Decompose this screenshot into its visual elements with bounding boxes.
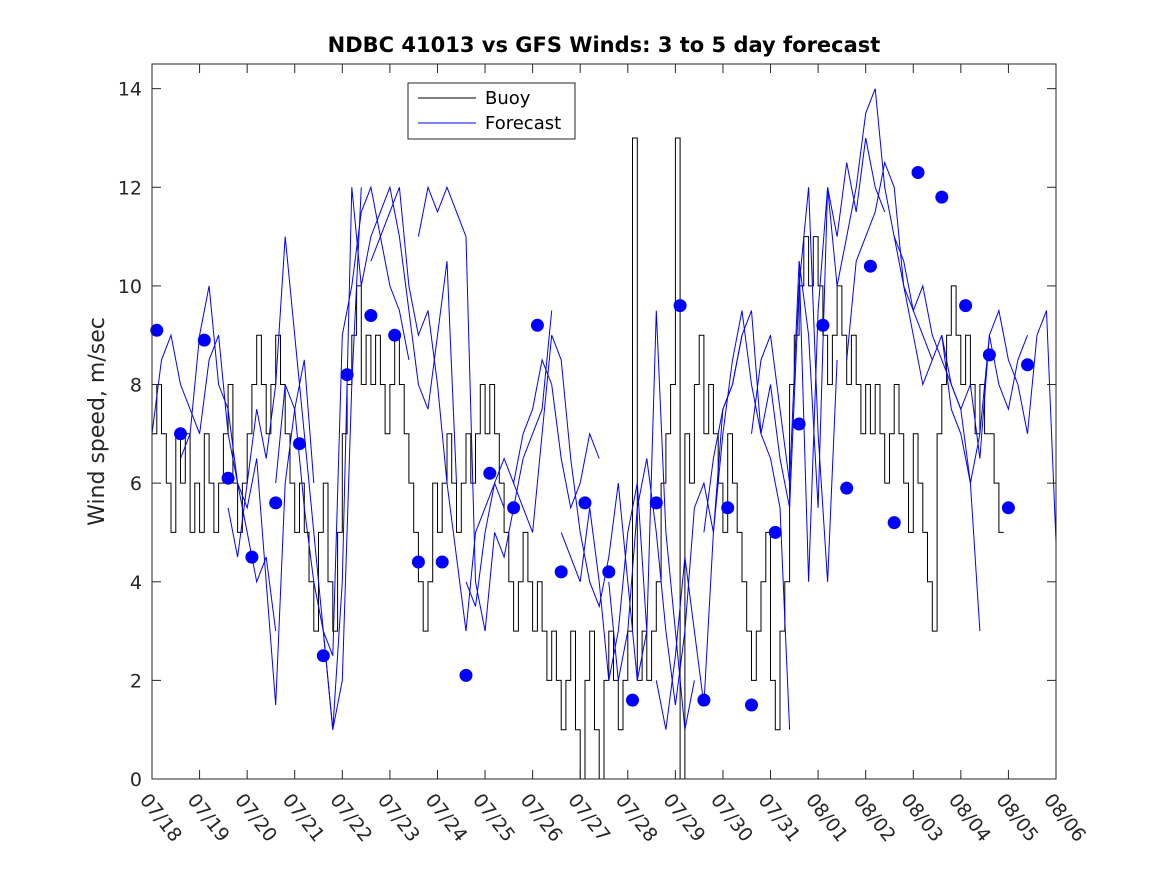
forecast-markers [150,166,1034,712]
forecast-run-16 [846,160,981,632]
plot-area [150,64,1057,780]
forecast-run-9 [513,335,648,681]
forecast-marker [316,649,330,663]
forecast-marker [935,190,949,204]
forecast-marker [221,471,235,485]
forecast-run-11 [608,335,743,706]
forecast-marker [721,501,735,515]
forecast-run-10 [560,310,695,730]
forecast-run-18 [941,308,1057,543]
buoy-line [152,137,1004,780]
forecast-marker [745,698,758,712]
forecast-marker [982,348,996,362]
forecast-marker [602,565,616,579]
forecast-marker [554,565,568,579]
forecast-marker [840,481,854,495]
forecast-marker [459,668,473,682]
forecast-marker [649,496,663,510]
y-tick-label: 10 [118,276,142,298]
y-tick-label: 14 [118,79,142,101]
y-tick-label: 2 [130,670,142,692]
forecast-marker [174,427,187,441]
y-tick-label: 8 [130,375,142,397]
buoy-series [152,137,1004,780]
forecast-marker [150,323,164,337]
forecast-marker [792,417,806,431]
y-axis: 0 2 4 6 8 10 12 14 [118,79,1056,791]
forecast-run-8 [465,358,600,607]
forecast-marker [340,368,354,382]
forecast-marker [959,299,973,313]
forecast-marker [1001,501,1015,515]
y-tick-label: 0 [130,769,142,791]
forecast-marker [435,555,449,569]
forecast-run-15 [798,88,933,582]
forecast-marker [863,259,877,273]
forecast-marker [626,693,639,707]
forecast-marker [269,496,283,510]
y-tick-label: 4 [130,572,142,594]
forecast-marker [911,166,925,179]
forecast-marker [1021,358,1034,372]
forecast-marker [411,555,425,569]
forecast-marker [197,333,211,347]
legend-forecast-label: Forecast [485,113,561,134]
legend-box [407,82,576,140]
forecast-run-12 [655,310,791,730]
forecast-run-13 [703,187,838,582]
forecast-run-6 [370,187,505,632]
legend: Buoy Forecast [407,82,576,140]
forecast-marker [816,318,830,332]
y-tick-label: 6 [130,473,142,495]
forecast-marker [245,550,259,564]
forecast-marker [673,299,687,313]
forecast-run-7 [417,185,553,632]
forecast-marker [578,496,592,510]
y-tick-label: 12 [118,177,142,199]
forecast-marker [364,309,378,322]
forecast-marker [483,466,497,480]
forecast-marker [388,328,402,342]
forecast-marker [768,525,782,539]
forecast-run-14 [751,137,886,508]
forecast-marker [293,437,306,451]
forecast-marker [887,516,901,530]
chart-title: NDBC 41013 vs GFS Winds: 3 to 5 day fore… [328,33,881,57]
forecast-run-2 [180,285,315,706]
forecast-marker [697,693,711,707]
forecast-marker [507,501,521,515]
forecast-marker [530,318,544,332]
y-axis-label: Wind speed, m/sec [85,317,110,526]
forecast-run-3 [227,187,362,730]
plot-frame [151,63,1057,780]
legend-buoy-label: Buoy [485,88,531,109]
forecast-run-1 [151,333,277,632]
